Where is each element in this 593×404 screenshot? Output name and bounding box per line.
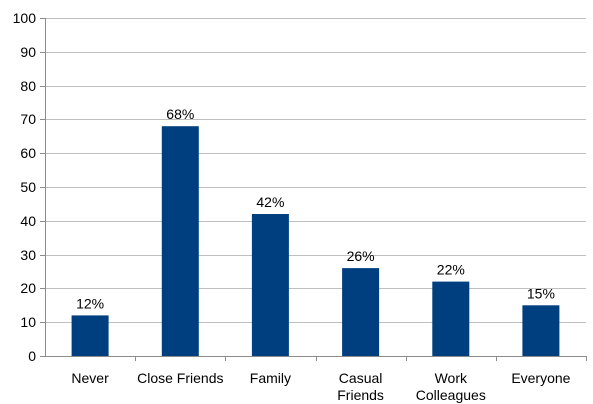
data-label: 42% bbox=[256, 194, 284, 210]
y-tick-label: 40 bbox=[20, 213, 36, 229]
data-label: 68% bbox=[166, 106, 194, 122]
x-tick-label-line: Never bbox=[71, 370, 109, 386]
axes bbox=[40, 18, 587, 361]
x-tick-label-line: Close Friends bbox=[137, 370, 223, 386]
bar bbox=[522, 305, 560, 356]
x-tick-label: Casual Friends bbox=[337, 370, 384, 403]
data-label: 12% bbox=[76, 295, 104, 311]
x-tick-label-line: Friends bbox=[337, 387, 384, 403]
x-tick-label-line: Casual bbox=[339, 370, 383, 386]
bar bbox=[432, 281, 470, 356]
data-label: 15% bbox=[527, 285, 555, 301]
x-tick-label-line: Family bbox=[250, 370, 291, 386]
bar bbox=[161, 126, 199, 356]
gridlines bbox=[45, 18, 586, 323]
y-tick-label: 50 bbox=[20, 179, 36, 195]
bar bbox=[251, 214, 289, 356]
x-tick-label: Family bbox=[250, 370, 291, 386]
x-tick-label: Work Colleagues bbox=[416, 370, 486, 403]
y-tick-label: 100 bbox=[13, 10, 37, 26]
y-tick-label: 10 bbox=[20, 314, 36, 330]
x-tick-label: Never bbox=[71, 370, 109, 386]
x-tick-label-line: Work bbox=[435, 370, 468, 386]
bar bbox=[342, 268, 380, 356]
y-tick-label: 70 bbox=[20, 111, 36, 127]
bars bbox=[71, 126, 560, 356]
x-tick-label: Everyone bbox=[511, 370, 570, 386]
y-tick-label: 60 bbox=[20, 145, 36, 161]
data-label: 26% bbox=[347, 248, 375, 264]
bar bbox=[71, 315, 109, 356]
x-tick-label-line: Everyone bbox=[511, 370, 570, 386]
data-label: 22% bbox=[437, 262, 465, 278]
y-tick-label: 80 bbox=[20, 78, 36, 94]
x-tick-label-line: Colleagues bbox=[416, 387, 486, 403]
y-tick-label: 30 bbox=[20, 247, 36, 263]
y-axis-ticks: 0 10 20 30 40 50 60 70 80 90 100 bbox=[13, 10, 37, 364]
y-tick-label: 0 bbox=[28, 348, 36, 364]
x-axis-ticks: Never Close Friends Family Casual Friends Wor… bbox=[71, 370, 570, 403]
y-tick-label: 20 bbox=[20, 280, 36, 296]
x-tick-label: Close Friends bbox=[137, 370, 223, 386]
y-tick-label: 90 bbox=[20, 44, 36, 60]
data-labels: 12% 68% 42% 26% 22% 15% bbox=[76, 106, 555, 311]
